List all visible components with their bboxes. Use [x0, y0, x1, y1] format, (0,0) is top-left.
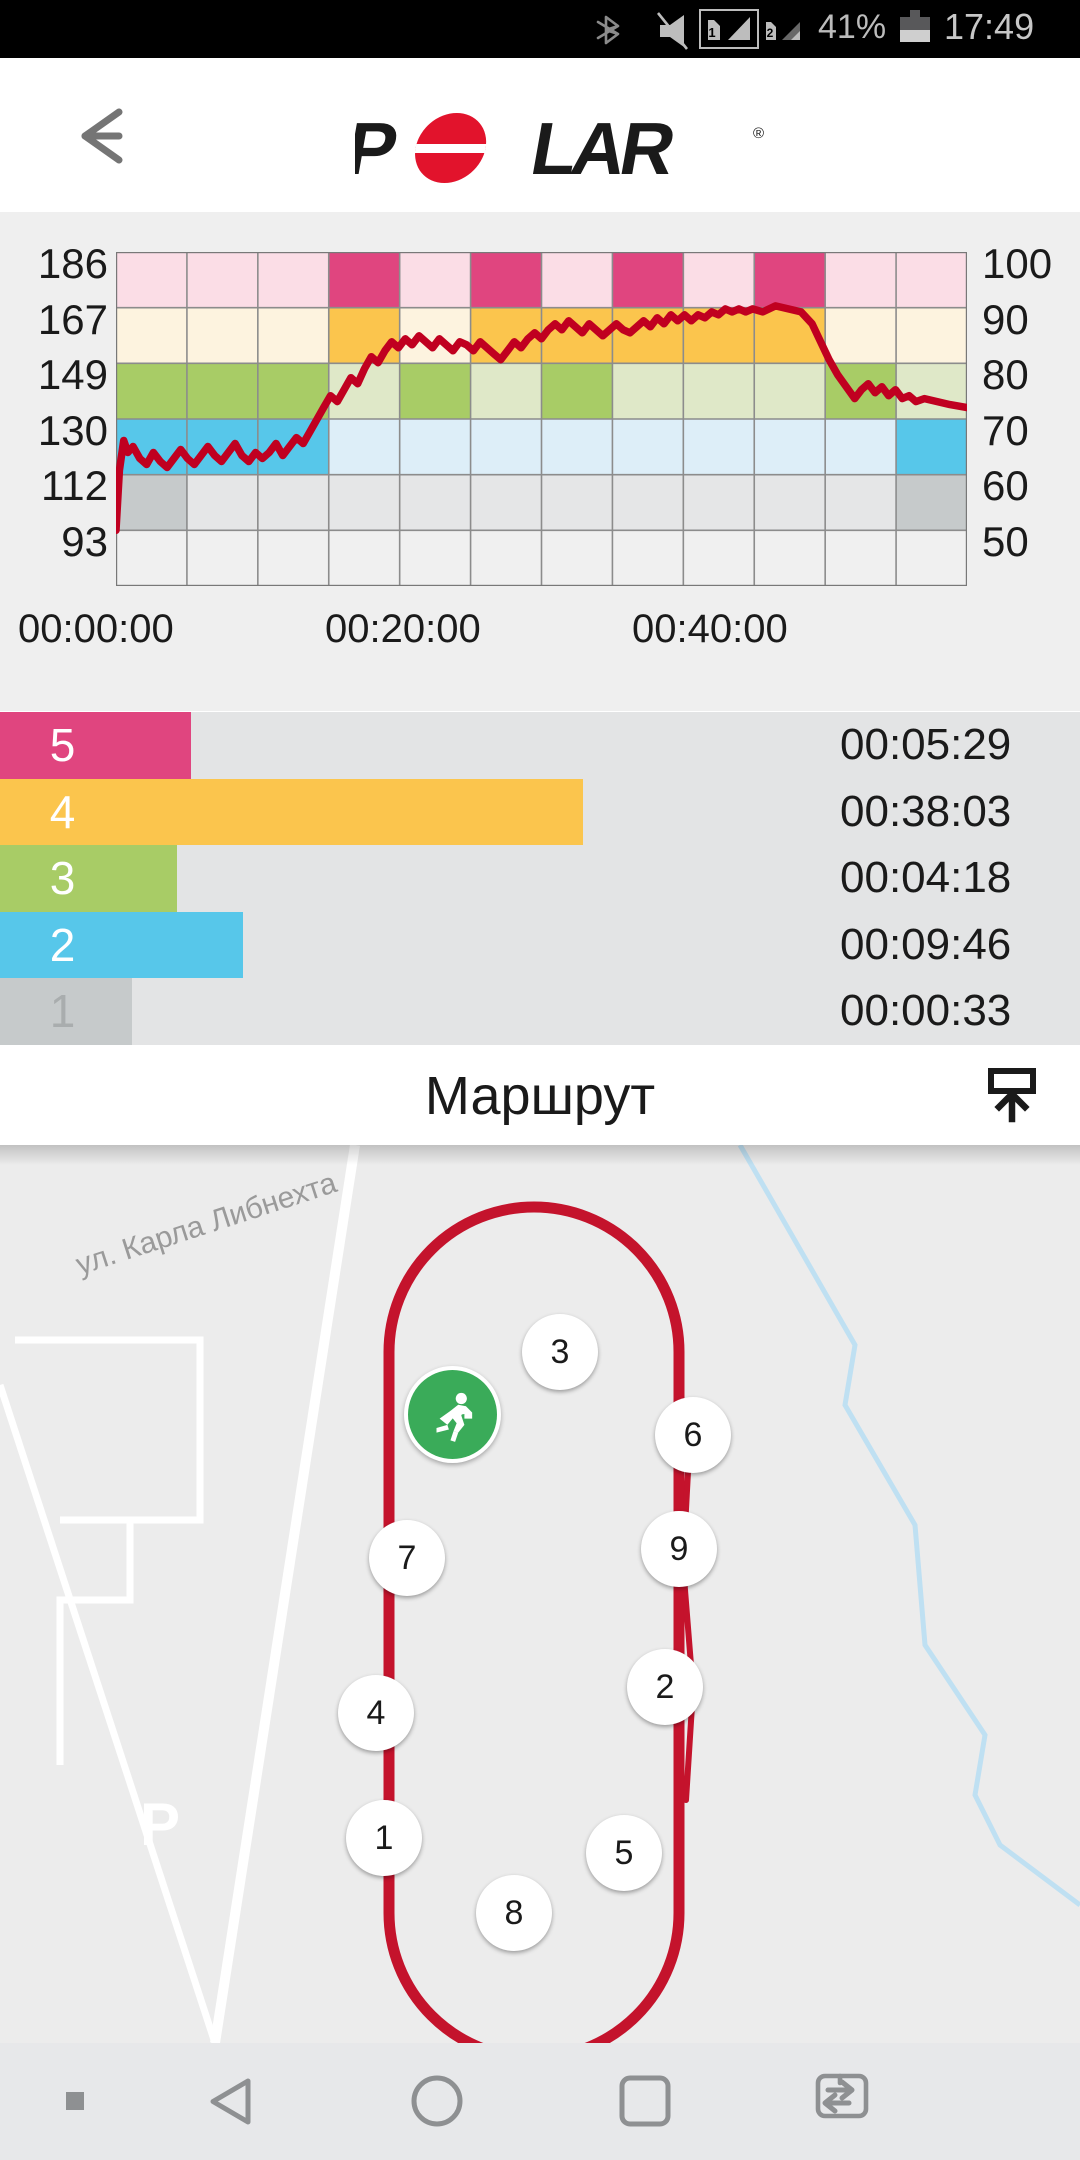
svg-text:P: P	[140, 1791, 180, 1858]
svg-text:1: 1	[708, 25, 715, 40]
svg-text:®: ®	[753, 125, 764, 142]
svg-text:2: 2	[767, 26, 774, 40]
svg-text:ул. Карла Либнехта: ул. Карла Либнехта	[72, 1166, 341, 1281]
svg-text:P: P	[355, 107, 403, 190]
svg-text:LAR: LAR	[525, 107, 681, 190]
